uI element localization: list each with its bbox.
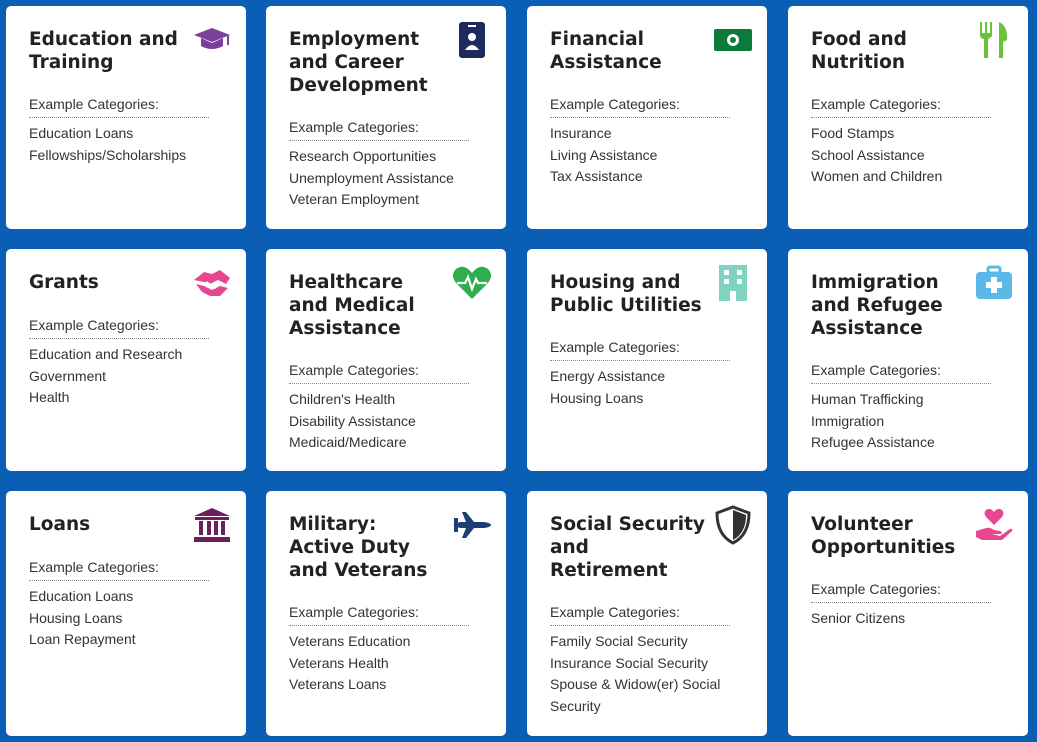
example-categories: Example Categories: Education Loans Hous…: [29, 559, 209, 651]
card-military-active-duty-and-veterans[interactable]: Military: Active Duty and Veterans Examp…: [266, 491, 506, 736]
example-categories: Example Categories: Food Stamps School A…: [811, 96, 991, 188]
example-categories-label: Example Categories:: [29, 96, 209, 118]
category-item[interactable]: Education Loans: [29, 588, 134, 604]
example-categories-label: Example Categories:: [550, 96, 730, 118]
first-aid-kit-icon: [974, 263, 1014, 303]
category-item[interactable]: Insurance: [550, 125, 612, 141]
category-item[interactable]: Health: [29, 389, 70, 405]
example-categories: Example Categories: Human Trafficking Im…: [811, 362, 991, 454]
example-categories: Example Categories: Energy Assistance Ho…: [550, 339, 730, 409]
example-categories-label: Example Categories:: [29, 317, 209, 339]
card-grants[interactable]: Grants Example Categories: Education and…: [6, 249, 246, 471]
category-item[interactable]: Loan Repayment: [29, 631, 136, 647]
category-item[interactable]: Research Opportunities: [289, 148, 437, 164]
card-title: Financial Assistance: [550, 29, 662, 73]
category-item[interactable]: Energy Assistance: [550, 368, 666, 384]
graduation-cap-icon: [192, 20, 232, 60]
card-employment-and-career-development[interactable]: Employment and Career Development Exampl…: [266, 6, 506, 229]
example-categories-label: Example Categories:: [289, 362, 469, 384]
card-title: Education and Training: [29, 29, 178, 73]
category-item[interactable]: Food Stamps: [811, 125, 895, 141]
example-categories: Example Categories: Family Social Securi…: [550, 604, 730, 717]
example-categories-label: Example Categories:: [811, 96, 991, 118]
example-categories: Example Categories: Insurance Living Ass…: [550, 96, 730, 188]
category-item[interactable]: Veterans Loans: [289, 676, 387, 692]
card-title: Volunteer Opportunities: [811, 514, 956, 558]
card-loans[interactable]: Loans Example Categories: Education Loan…: [6, 491, 246, 736]
category-item[interactable]: Housing Loans: [550, 389, 644, 406]
example-categories-label: Example Categories:: [550, 604, 730, 626]
example-categories: Example Categories: Research Opportuniti…: [289, 119, 469, 211]
card-title: Grants: [29, 272, 99, 293]
heartbeat-icon: [452, 263, 492, 303]
card-volunteer-opportunities[interactable]: Volunteer Opportunities Example Categori…: [788, 491, 1028, 736]
category-item[interactable]: Unemployment Assistance: [289, 169, 454, 186]
category-item[interactable]: Human Trafficking: [811, 391, 924, 407]
card-social-security-and-retirement[interactable]: Social Security and Retirement Example C…: [527, 491, 767, 736]
card-title: Healthcare and Medical Assistance: [289, 272, 415, 339]
card-healthcare-and-medical-assistance[interactable]: Healthcare and Medical Assistance Exampl…: [266, 249, 506, 471]
card-title: Military: Active Duty and Veterans: [289, 514, 428, 581]
example-categories: Example Categories: Education and Resear…: [29, 317, 209, 409]
category-item[interactable]: Spouse & Widow(er) Social Security: [550, 676, 721, 714]
example-categories: Example Categories: Children's Health Di…: [289, 362, 469, 454]
card-immigration-and-refugee-assistance[interactable]: Immigration and Refugee Assistance Examp…: [788, 249, 1028, 471]
category-item[interactable]: Living Assistance: [550, 146, 658, 163]
category-item[interactable]: School Assistance: [811, 146, 925, 163]
card-financial-assistance[interactable]: Financial Assistance Example Categories:…: [527, 6, 767, 229]
example-categories-label: Example Categories:: [550, 339, 730, 361]
building-icon: [713, 263, 753, 303]
card-title: Housing and Public Utilities: [550, 272, 702, 316]
category-item[interactable]: Fellowships/Scholarships: [29, 146, 187, 163]
category-item[interactable]: Tax Assistance: [550, 168, 643, 184]
example-categories: Example Categories: Education Loans Fell…: [29, 96, 209, 166]
example-categories-label: Example Categories:: [289, 119, 469, 141]
fork-knife-icon: [974, 20, 1014, 60]
example-categories-label: Example Categories:: [29, 559, 209, 581]
category-item[interactable]: Education and Research: [29, 346, 183, 362]
category-item[interactable]: Housing Loans: [29, 609, 123, 626]
card-food-and-nutrition[interactable]: Food and Nutrition Example Categories: F…: [788, 6, 1028, 229]
category-item[interactable]: Senior Citizens: [811, 610, 906, 626]
card-title: Employment and Career Development: [289, 29, 428, 96]
card-title: Food and Nutrition: [811, 29, 907, 73]
card-title: Loans: [29, 514, 91, 535]
category-item[interactable]: Veteran Employment: [289, 191, 419, 207]
category-item[interactable]: Insurance Social Security: [550, 654, 708, 671]
example-categories-label: Example Categories:: [289, 604, 469, 626]
category-item[interactable]: Family Social Security: [550, 633, 688, 649]
handshake-icon: [192, 263, 232, 303]
category-item[interactable]: Refugee Assistance: [811, 434, 935, 450]
category-item[interactable]: Women and Children: [811, 168, 943, 184]
category-item[interactable]: Immigration: [811, 412, 885, 429]
category-item[interactable]: Veterans Health: [289, 654, 389, 671]
banknote-icon: [713, 20, 753, 60]
category-item[interactable]: Education Loans: [29, 125, 134, 141]
category-item[interactable]: Medicaid/Medicare: [289, 434, 407, 450]
card-title: Immigration and Refugee Assistance: [811, 272, 943, 339]
example-categories-label: Example Categories:: [811, 362, 991, 384]
card-housing-and-public-utilities[interactable]: Housing and Public Utilities Example Cat…: [527, 249, 767, 471]
category-item[interactable]: Veterans Education: [289, 633, 411, 649]
category-item[interactable]: Government: [29, 367, 107, 384]
fighter-jet-icon: [452, 505, 492, 545]
example-categories: Example Categories: Senior Citizens: [811, 581, 991, 630]
hand-heart-icon: [974, 505, 1014, 545]
card-title: Social Security and Retirement: [550, 514, 705, 581]
bank-icon: [192, 505, 232, 545]
category-item[interactable]: Disability Assistance: [289, 412, 416, 429]
shield-icon: [713, 505, 753, 545]
card-education-and-training[interactable]: Education and Training Example Categorie…: [6, 6, 246, 229]
category-item[interactable]: Children's Health: [289, 391, 396, 407]
id-badge-icon: [452, 20, 492, 60]
example-categories: Example Categories: Veterans Education V…: [289, 604, 469, 696]
example-categories-label: Example Categories:: [811, 581, 991, 603]
